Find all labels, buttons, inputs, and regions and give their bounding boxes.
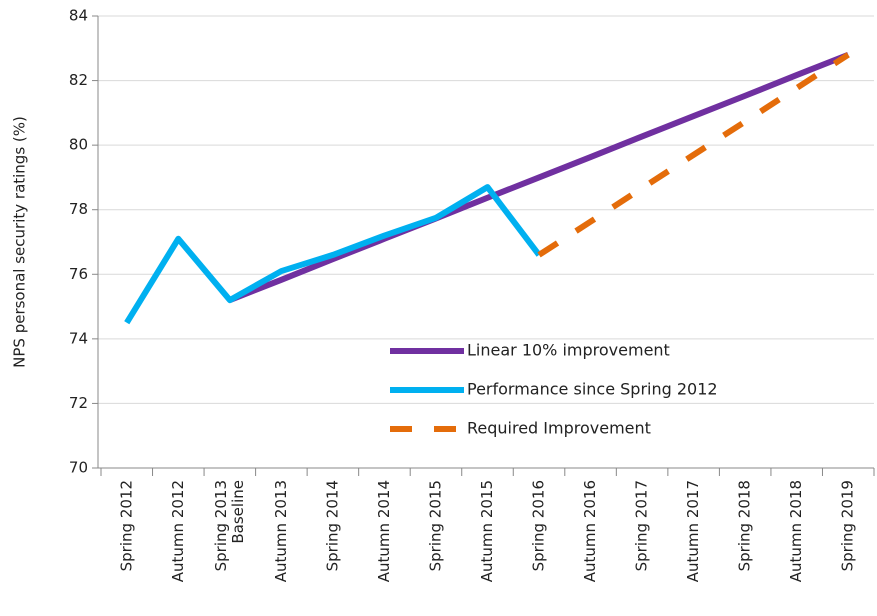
x-tick-label: Autumn 2014 xyxy=(375,480,393,582)
x-tick-label: Spring 2013 xyxy=(212,480,230,571)
x-tick-label: Spring 2017 xyxy=(633,480,651,571)
legend-label: Linear 10% improvement xyxy=(467,341,670,360)
legend-label: Performance since Spring 2012 xyxy=(467,380,718,399)
x-tick-label: Spring 2018 xyxy=(736,480,754,571)
x-tick-label: Autumn 2015 xyxy=(478,480,496,582)
series-line xyxy=(124,184,542,325)
y-tick-label: 84 xyxy=(69,7,88,25)
y-tick-label: 80 xyxy=(69,136,88,154)
x-tick-label: Autumn 2013 xyxy=(272,480,290,582)
y-tick-label: 76 xyxy=(69,265,88,283)
x-tick-label: Spring 2014 xyxy=(323,480,341,571)
y-tick-label: 70 xyxy=(69,459,88,477)
y-axis-label: NPS personal security ratings (%) xyxy=(11,116,29,368)
x-tick-label: Autumn 2016 xyxy=(581,480,599,582)
x-tick-label: Spring 2019 xyxy=(839,480,857,571)
series-line xyxy=(228,51,850,303)
y-tick-label: 82 xyxy=(69,71,88,89)
y-tick-label: 72 xyxy=(69,394,88,412)
x-tick-label: Spring 2015 xyxy=(426,480,444,571)
y-tick-label: 78 xyxy=(69,200,88,218)
x-tick-label: Spring 2016 xyxy=(530,480,548,571)
legend-label: Required Improvement xyxy=(467,419,651,438)
series-line xyxy=(537,52,850,258)
x-tick-label: Spring 2012 xyxy=(117,480,135,571)
x-tick-label: Baseline xyxy=(229,480,247,544)
x-tick-label: Autumn 2018 xyxy=(787,480,805,582)
x-tick-label: Autumn 2017 xyxy=(684,480,702,582)
x-tick-label: Autumn 2012 xyxy=(169,480,187,582)
y-tick-label: 74 xyxy=(69,329,88,347)
